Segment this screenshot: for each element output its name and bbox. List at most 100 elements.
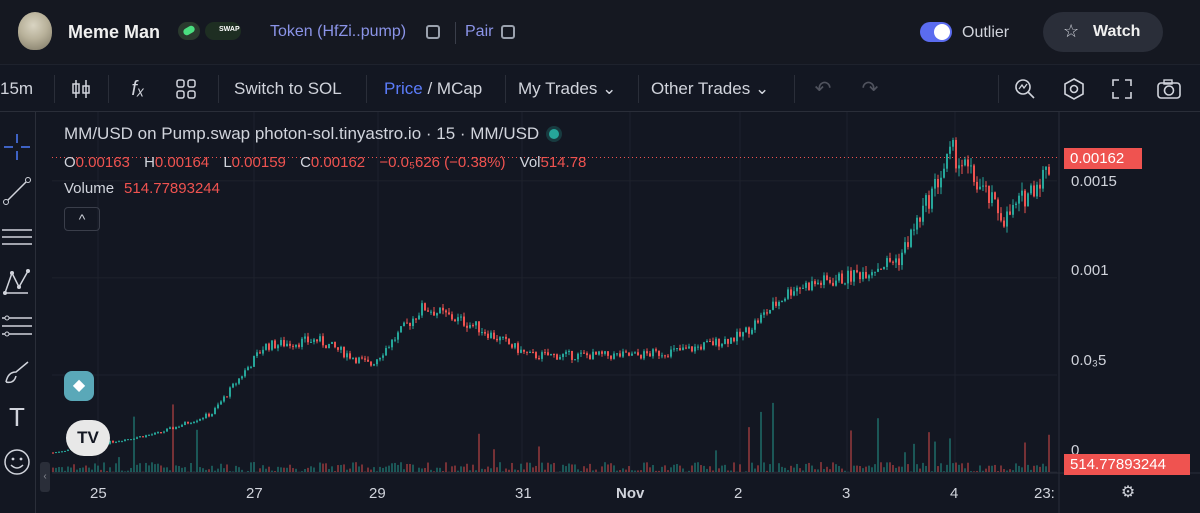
volume-bar	[619, 470, 621, 472]
candle-body	[454, 319, 456, 322]
price-tick: 0.001	[1071, 262, 1109, 279]
candle-body	[526, 351, 528, 353]
volume-bar	[607, 464, 609, 472]
candle-body	[466, 325, 468, 328]
candle-body	[832, 282, 834, 286]
vol-key: Vol	[519, 154, 541, 171]
candle-body	[469, 325, 471, 328]
volume-bar	[280, 467, 282, 472]
volume-bar	[898, 466, 900, 472]
candle-body	[928, 195, 930, 209]
candles-icon[interactable]	[69, 77, 93, 101]
candle-body	[946, 153, 948, 169]
horizontal-lines-icon[interactable]	[2, 222, 32, 252]
candle-body	[220, 401, 222, 405]
emoji-icon[interactable]	[2, 447, 32, 477]
candle-body	[622, 351, 624, 357]
chart-legend: MM/USD on Pump.swap photon-sol.tinyastro…	[64, 124, 560, 144]
candle-body	[361, 357, 363, 359]
outlier-toggle[interactable]	[920, 22, 952, 42]
volume-bar	[271, 470, 273, 472]
candle-body	[748, 327, 750, 334]
token-address-link[interactable]: Token (HfZi..pump)	[270, 23, 407, 40]
volume-bar	[934, 441, 936, 472]
undo-icon[interactable]: ↶	[814, 78, 832, 100]
candle-body	[712, 341, 714, 346]
copy-icon[interactable]	[501, 25, 515, 39]
candle-body	[574, 359, 576, 361]
collapse-legend-button[interactable]: ^	[64, 207, 100, 231]
candle-body	[1036, 184, 1038, 197]
candle-body	[943, 168, 945, 178]
volume-bar	[982, 470, 984, 472]
volume-bar	[928, 432, 930, 472]
fx-indicators-icon[interactable]: fₓ	[131, 78, 145, 100]
tradingview-logo-icon[interactable]: TV	[66, 420, 110, 456]
crosshair-icon[interactable]	[2, 132, 32, 162]
candle-body	[823, 275, 825, 285]
price-chart-canvas[interactable]	[52, 112, 1200, 513]
volume-bar	[943, 471, 945, 472]
volume-bar	[151, 462, 153, 472]
candle-body	[730, 337, 732, 344]
candle-body	[898, 258, 900, 266]
time-tick: Nov	[616, 485, 645, 502]
redo-icon[interactable]: ↷	[861, 78, 879, 100]
candle-body	[787, 289, 789, 299]
pair-link[interactable]: Pair	[465, 23, 494, 40]
volume-bar	[295, 468, 297, 472]
layouts-grid-icon[interactable]	[174, 77, 198, 101]
interval-selector[interactable]: 15m	[0, 79, 34, 98]
volume-bar	[475, 470, 477, 472]
mcap-option[interactable]: MCap	[436, 79, 483, 98]
top-bar: Meme Man SWAP Token (HfZi..pump) Pair Ou…	[0, 0, 1200, 64]
volume-bar	[838, 466, 840, 472]
volume-bar	[286, 467, 288, 472]
price-option[interactable]: Price	[384, 79, 423, 98]
candle-body	[775, 301, 777, 306]
candle-body	[808, 282, 810, 291]
volume-bar	[643, 462, 645, 472]
volume-bar	[826, 466, 828, 472]
candle-body	[817, 282, 819, 285]
candle-body	[472, 325, 474, 327]
chart-area[interactable]	[52, 112, 1200, 513]
change-value: −0.0₅626 (−0.38%)	[379, 154, 506, 171]
candle-body	[961, 165, 963, 167]
candle-body	[802, 287, 804, 289]
text-icon[interactable]: T	[9, 402, 25, 432]
magnifier-icon[interactable]	[1013, 77, 1037, 101]
trendline-icon[interactable]	[2, 176, 32, 206]
ohlc-readout: O0.00163 H0.00164 L0.00159 C0.00162 −0.0…	[64, 154, 596, 171]
other-trades-dropdown[interactable]: Other Trades ⌄	[651, 79, 769, 99]
candle-body	[934, 178, 936, 189]
axis-settings-icon[interactable]: ⚙	[1120, 484, 1136, 501]
brush-icon[interactable]	[2, 358, 32, 388]
collapse-sidebar-tab[interactable]: ‹	[40, 462, 50, 492]
fib-icon[interactable]	[2, 312, 32, 342]
volume-bar	[346, 469, 348, 472]
candle-body	[850, 270, 852, 282]
volume-bar	[325, 463, 327, 472]
volume-bar	[535, 465, 537, 472]
candle-body	[415, 318, 417, 320]
candle-body	[427, 310, 429, 312]
copy-icon[interactable]	[426, 25, 440, 39]
volume-bar	[1000, 465, 1002, 472]
pattern-icon[interactable]	[2, 267, 32, 297]
fullscreen-icon[interactable]	[1110, 77, 1134, 101]
camera-icon[interactable]	[1156, 77, 1181, 101]
switch-to-sol-button[interactable]: Switch to SOL	[234, 79, 342, 98]
settings-hexagon-icon[interactable]	[1062, 77, 1086, 101]
candle-body	[124, 439, 126, 442]
candle-body	[55, 452, 57, 454]
candle-body	[988, 185, 990, 204]
watch-button[interactable]: ☆ Watch	[1043, 12, 1163, 52]
price-mcap-toggle[interactable]: Price / MCap	[384, 79, 482, 99]
volume-bar	[418, 467, 420, 472]
volume-bar	[628, 466, 630, 472]
volume-bar	[757, 465, 759, 472]
my-trades-dropdown[interactable]: My Trades ⌄	[518, 79, 616, 99]
candle-body	[844, 283, 846, 285]
candle-body	[238, 378, 240, 384]
